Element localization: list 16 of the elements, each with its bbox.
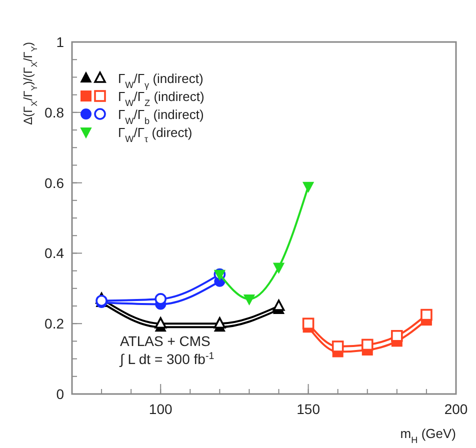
- x-tick-label: 150: [296, 401, 320, 417]
- y-tick-label: 0.4: [44, 245, 64, 262]
- y-tick-label: 0.2: [44, 316, 64, 332]
- y-tick-label: 1: [56, 34, 64, 50]
- legend-label: Γ$_{W}$/Γ$_{b}$ (indirect): [118, 107, 204, 126]
- y-tick-label: 0.6: [44, 174, 64, 191]
- y-tick-label: 0.8: [44, 104, 64, 120]
- legend-label: Γ$_{W}$/Γ$_{τ}$ (direct): [118, 125, 192, 144]
- x-axis-title: m$_{H}$ (GeV): [400, 426, 456, 445]
- x-tick-label: 100: [148, 401, 173, 417]
- legend-label: Γ$_{W}$/Γ$_{γ}$ (indirect): [118, 71, 204, 90]
- legend-label: Γ$_{W}$/Γ$_{Z}$ (indirect): [118, 89, 204, 108]
- annotation: ATLAS + CMS: [120, 333, 210, 349]
- y-tick-label: 0: [56, 386, 64, 402]
- x-tick-label: 200: [444, 401, 468, 417]
- annotation: ∫ L dt = 300 fb$^{-1}$: [119, 350, 214, 367]
